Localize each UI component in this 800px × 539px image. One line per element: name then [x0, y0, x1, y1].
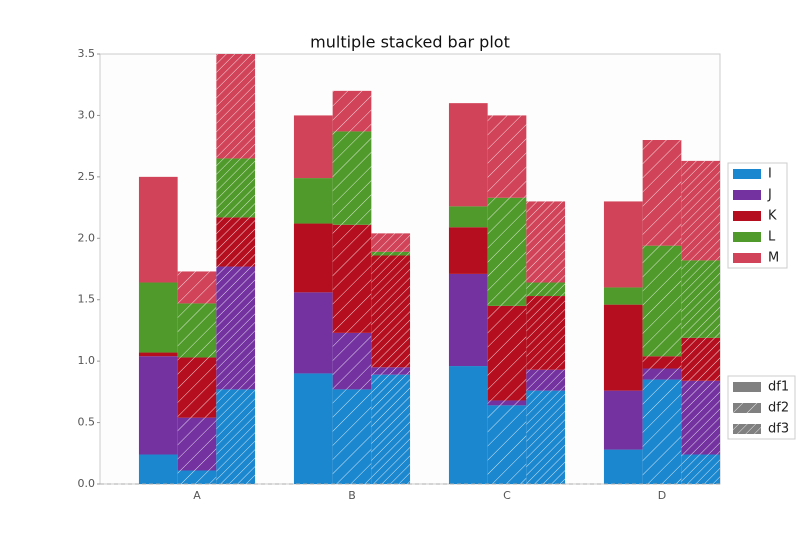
bar-segment [448, 273, 488, 367]
group-legend-label: df2 [768, 401, 789, 416]
bar-hatch [526, 390, 566, 484]
legend-swatch [733, 253, 761, 263]
bar-segment [293, 373, 333, 484]
y-tick-label: 3.0 [78, 108, 96, 121]
bar-hatch [526, 369, 566, 391]
legend-label: J [767, 188, 772, 203]
bar-hatch [371, 251, 411, 256]
bar-hatch [332, 224, 372, 333]
bar-hatch [216, 389, 256, 484]
bar-segment [448, 206, 488, 228]
bar-segment [293, 178, 333, 224]
bar-hatch [642, 140, 682, 246]
y-tick-label: 1.5 [78, 293, 96, 306]
bar-hatch [642, 379, 682, 484]
legend-label: M [768, 251, 779, 266]
y-tick-label: 1.0 [78, 354, 96, 367]
bar-hatch [487, 115, 527, 198]
bar-hatch [681, 454, 721, 484]
legend-swatch [733, 190, 761, 200]
bar-segment [448, 103, 488, 207]
bar-segment [138, 352, 178, 357]
bar-hatch [487, 405, 527, 484]
bar-hatch [177, 357, 217, 418]
bar-hatch [487, 305, 527, 401]
bar-hatch [177, 470, 217, 484]
bar-hatch [642, 368, 682, 380]
bar-segment [603, 304, 643, 391]
y-tick-label: 2.5 [78, 170, 96, 183]
x-tick-label: D [658, 489, 666, 502]
bar-segment [293, 223, 333, 293]
y-tick-label: 3.5 [78, 47, 96, 60]
bar-hatch [177, 271, 217, 304]
group-legend-swatch [733, 382, 761, 392]
y-tick-label: 2.0 [78, 231, 96, 244]
group-legend-hatch [733, 424, 761, 434]
chart-title: multiple stacked bar plot [310, 33, 510, 52]
bar-segment [603, 449, 643, 484]
bar-segment [448, 227, 488, 274]
bar-hatch [332, 332, 372, 390]
bar-hatch [216, 266, 256, 390]
bar-hatch [216, 217, 256, 267]
legend-swatch [733, 169, 761, 179]
bar-segment [603, 390, 643, 450]
bar-hatch [487, 197, 527, 306]
legend-swatch [733, 211, 761, 221]
legend-swatch [733, 232, 761, 242]
bar-segment [293, 292, 333, 374]
bar-segment [138, 454, 178, 484]
x-tick-label: A [193, 489, 201, 502]
bar-hatch [526, 296, 566, 370]
bar-hatch [642, 356, 682, 369]
bar-segment [603, 287, 643, 305]
bar-hatch [487, 400, 527, 406]
bar-hatch [216, 158, 256, 218]
bar-hatch [332, 90, 372, 132]
group-legend-label: df3 [768, 422, 789, 437]
bar-segment [138, 282, 178, 353]
bar-hatch [371, 233, 411, 252]
x-tick-label: C [503, 489, 511, 502]
y-tick-label: 0.0 [78, 477, 96, 490]
bar-hatch [371, 374, 411, 484]
bar-hatch [526, 201, 566, 283]
bar-hatch [332, 131, 372, 225]
bar-segment [448, 366, 488, 484]
bar-hatch [526, 282, 566, 297]
bar-segment [138, 356, 178, 455]
bar-hatch [216, 54, 256, 159]
x-tick-label: B [348, 489, 356, 502]
bar-hatch [177, 303, 217, 358]
bar-hatch [681, 160, 721, 261]
bar-hatch [681, 380, 721, 455]
bar-hatch [642, 245, 682, 357]
legend-label: K [768, 209, 777, 224]
bar-hatch [681, 260, 721, 338]
group-legend-hatch [733, 403, 761, 413]
bar-segment [138, 176, 178, 283]
bar-hatch [332, 389, 372, 484]
bar-hatch [177, 417, 217, 471]
legend-label: L [768, 230, 776, 245]
bar-segment [603, 201, 643, 288]
bar-segment [293, 115, 333, 179]
bar-hatch [681, 337, 721, 381]
bar-hatch [371, 255, 411, 368]
group-legend-label: df1 [768, 380, 789, 395]
legend-label: I [768, 167, 772, 182]
bar-hatch [371, 367, 411, 375]
y-tick-label: 0.5 [78, 416, 96, 429]
